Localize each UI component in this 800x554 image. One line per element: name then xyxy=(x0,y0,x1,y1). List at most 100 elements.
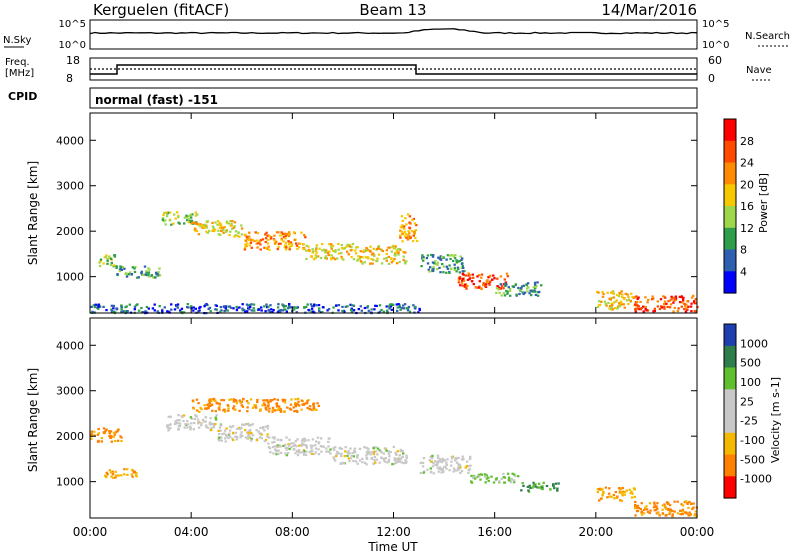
data-cell xyxy=(212,227,215,230)
data-cell xyxy=(284,443,287,446)
data-cell xyxy=(324,256,327,260)
data-cell xyxy=(216,220,220,223)
data-cell xyxy=(112,311,115,314)
data-cell xyxy=(244,310,247,313)
data-cell xyxy=(429,266,432,269)
data-cell xyxy=(236,234,239,238)
data-cell xyxy=(439,468,443,471)
data-cell xyxy=(174,420,177,423)
data-cell xyxy=(256,239,259,242)
data-cell xyxy=(429,467,432,470)
data-cell xyxy=(616,293,619,297)
data-cell xyxy=(660,306,664,309)
data-cell xyxy=(120,310,123,313)
data-cell xyxy=(554,482,558,485)
data-cell xyxy=(238,409,241,412)
data-cell xyxy=(266,400,269,403)
data-cell xyxy=(252,303,256,306)
data-cell xyxy=(289,306,293,309)
data-cell xyxy=(413,222,417,225)
data-cell xyxy=(690,296,694,299)
data-cell xyxy=(169,423,172,426)
data-cell xyxy=(602,292,605,296)
data-cell xyxy=(673,510,676,513)
data-cell xyxy=(486,279,489,282)
data-cell xyxy=(630,292,633,295)
data-cell xyxy=(317,441,321,444)
data-cell xyxy=(317,453,321,456)
data-cell xyxy=(552,483,555,486)
data-cell xyxy=(166,424,169,427)
data-cell xyxy=(663,305,666,308)
data-cell xyxy=(690,502,693,506)
nsky-trace xyxy=(89,28,698,35)
data-cell xyxy=(113,433,116,436)
data-cell xyxy=(110,308,113,311)
data-cell xyxy=(257,242,260,245)
data-cell xyxy=(288,304,291,308)
data-cell xyxy=(677,307,680,310)
data-cell xyxy=(627,302,630,306)
data-cell xyxy=(302,443,306,446)
data-cell xyxy=(163,306,166,309)
data-cell xyxy=(684,305,687,308)
data-cell xyxy=(534,483,537,486)
data-cell xyxy=(121,266,124,269)
data-cell xyxy=(367,447,370,450)
data-cell xyxy=(168,427,171,430)
data-cell xyxy=(452,467,456,470)
data-cell xyxy=(376,257,379,260)
data-cell xyxy=(132,471,136,474)
data-cell xyxy=(235,438,238,441)
data-cell xyxy=(614,490,617,494)
data-cell xyxy=(413,231,416,234)
data-cell xyxy=(502,292,506,295)
freq-tick-bottom: 8 xyxy=(66,72,73,85)
data-cell xyxy=(505,272,509,275)
data-cell xyxy=(476,475,479,478)
data-cell xyxy=(166,211,170,214)
data-cell xyxy=(645,508,649,511)
data-cell xyxy=(219,429,222,432)
data-cell xyxy=(227,409,230,412)
data-cell xyxy=(208,421,212,424)
data-cell xyxy=(446,254,450,257)
data-cell xyxy=(350,249,354,252)
data-cell xyxy=(282,240,285,243)
data-cell xyxy=(464,274,467,277)
data-cell xyxy=(667,300,670,303)
data-cell xyxy=(387,450,390,453)
data-cell xyxy=(389,450,392,454)
data-cell xyxy=(217,407,221,410)
data-cell xyxy=(148,275,151,278)
data-cell xyxy=(309,303,313,306)
data-cell xyxy=(485,283,488,286)
data-cell xyxy=(390,308,394,311)
data-cell xyxy=(497,288,500,291)
data-cell xyxy=(288,243,291,246)
data-cell xyxy=(361,457,364,460)
colorbar-tick-label: 8 xyxy=(740,244,747,257)
data-cell xyxy=(250,303,253,306)
data-cell xyxy=(616,495,619,498)
data-cell xyxy=(396,458,399,461)
cpid-value: normal (fast) -151 xyxy=(95,93,218,107)
data-cell xyxy=(596,305,600,309)
data-cell xyxy=(367,256,370,259)
data-cell xyxy=(492,481,496,484)
data-cell xyxy=(194,307,197,310)
data-cell xyxy=(363,461,367,464)
data-cell xyxy=(239,436,242,439)
data-cell xyxy=(403,227,406,230)
data-cell xyxy=(330,245,333,249)
data-cell xyxy=(243,248,247,251)
colorbar-segment xyxy=(724,389,736,412)
data-cell xyxy=(653,307,656,310)
data-cell xyxy=(619,499,622,502)
data-cell xyxy=(441,457,445,460)
data-cell xyxy=(683,501,686,504)
data-cell xyxy=(385,252,388,255)
data-cell xyxy=(183,426,186,429)
data-cell xyxy=(256,400,259,404)
